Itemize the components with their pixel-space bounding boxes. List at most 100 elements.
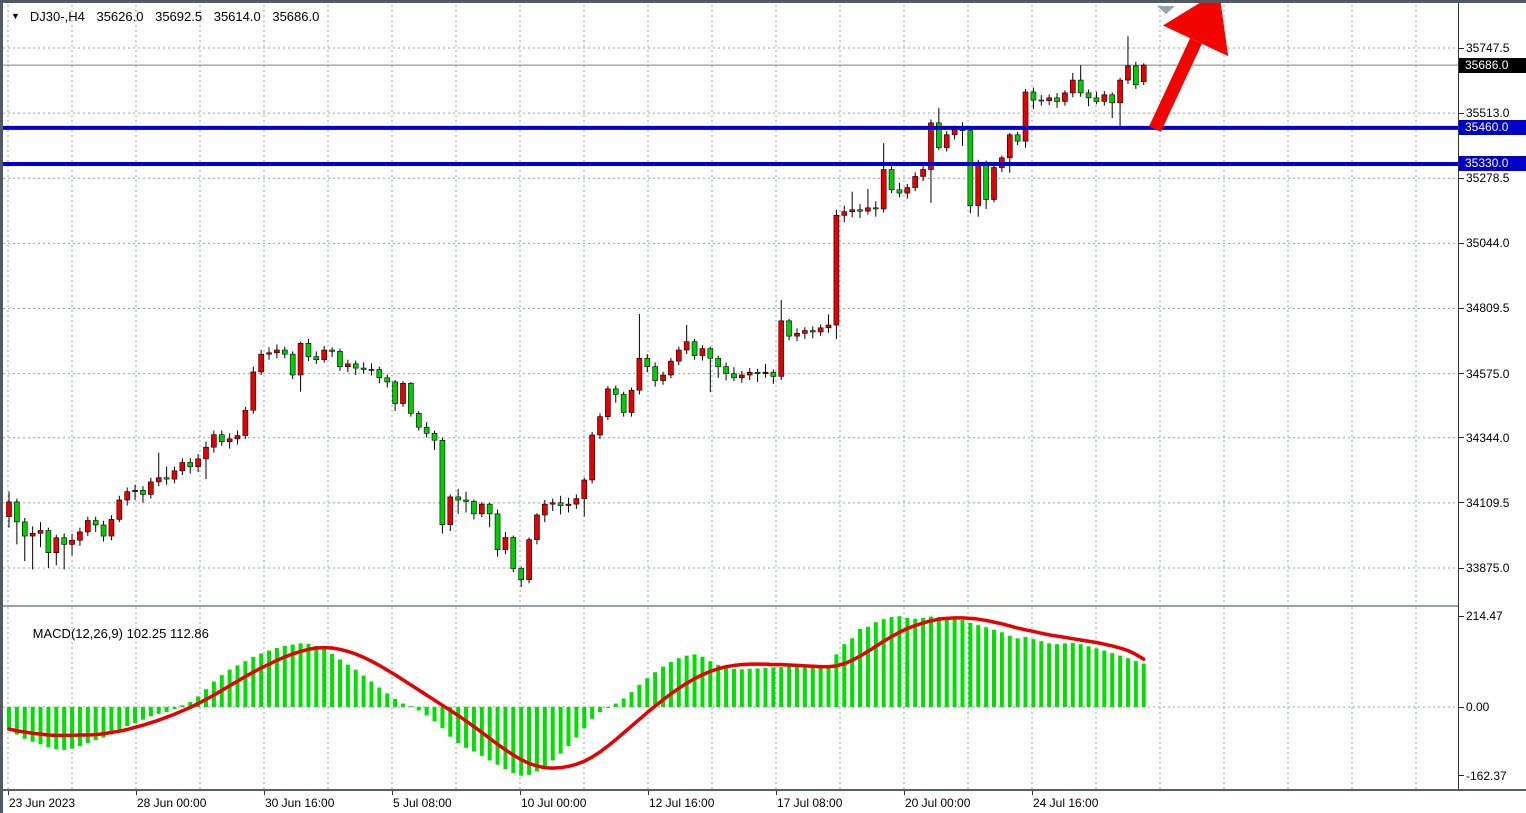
macd-histogram-bar [1023,636,1028,707]
bullish-candle [920,169,926,177]
macd-histogram-bar [653,672,658,707]
bearish-candle [14,501,20,523]
macd-panel[interactable]: MACD(12,26,9) 102.25 112.86 [3,605,1458,789]
price-tick-label: 34575.0 [1466,366,1510,381]
macd-histogram-bar [416,707,421,711]
macd-histogram-bar [7,707,11,731]
macd-histogram-bar [424,707,429,716]
time-tick-label: 12 Jul 16:00 [649,796,715,810]
macd-histogram-bar [700,656,705,707]
macd-histogram-bar [889,617,894,707]
time-tick-mark [392,791,393,795]
macd-histogram-bar [858,628,863,707]
ohlc-high: 35692.5 [155,9,203,24]
bearish-candle [384,377,391,383]
macd-histogram-bar [850,638,855,707]
bullish-candle [597,416,603,436]
time-tick-mark [776,791,777,795]
bullish-candle [400,383,406,404]
arrow-shaft [1149,38,1202,132]
macd-histogram-bar [976,625,981,707]
bullish-candle [345,363,351,367]
time-tick-label: 17 Jul 08:00 [777,796,843,810]
macd-histogram-bar [763,667,768,707]
time-axis[interactable]: 23 Jun 2023 28 Jun 00:00 30 Jun 16:00 5 Jul… [3,789,1526,813]
bearish-candle [486,503,493,515]
bullish-candle [242,409,249,436]
bearish-candle [1014,134,1021,142]
time-tick-label: 20 Jul 00:00 [905,796,971,810]
bullish-candle [211,434,217,448]
bearish-candle [896,189,903,194]
bearish-candle [1085,92,1092,99]
bearish-candle [100,524,107,537]
macd-histogram-bar [345,664,350,707]
macd-histogram-bar [747,668,752,707]
macd-histogram-bar [724,667,729,707]
bearish-candle [754,371,761,374]
level-price-tag: 35330.0 [1459,156,1526,172]
macd-histogram-bar [999,632,1004,707]
macd-histogram-bar [1007,635,1012,707]
price-axis[interactable]: 35747.5 35513.0 35278.5 35044.0 34809.5 34575… [1458,3,1526,789]
macd-histogram-bar [1031,639,1036,707]
macd-histogram-bar [1110,653,1115,707]
axis-tick-mark [1459,437,1464,439]
bullish-candle [37,530,44,534]
macd-histogram-bar [408,706,413,708]
bearish-candle [652,366,658,381]
bearish-candle [691,341,698,356]
price-tick-label: 35278.5 [1466,171,1510,186]
bullish-candle [1022,91,1029,142]
bearish-candle [715,358,722,367]
bullish-candle [226,438,233,442]
macd-histogram-bar [148,707,153,717]
axis-tick-mark [1459,502,1464,504]
macd-histogram-bar [267,650,272,707]
price-tick-label: 34809.5 [1466,301,1510,316]
macd-indicator-chart[interactable] [3,607,1458,789]
bearish-candle [644,358,651,367]
macd-histogram-bar [243,661,248,707]
chart-shift-marker-icon [1157,6,1175,14]
macd-histogram-bar [503,707,508,770]
macd-histogram-bar [156,707,161,714]
macd-histogram-bar [731,668,736,707]
macd-name: MACD(12,26,9) [32,626,123,641]
bullish-candle [29,532,36,537]
macd-histogram-bar [1062,643,1067,707]
price-tick-label: 35747.5 [1466,41,1510,55]
bearish-candle [1133,65,1139,86]
bullish-candle [817,327,824,333]
bearish-candle [1077,79,1084,94]
bearish-candle [376,369,383,379]
bullish-candle [478,503,485,515]
bullish-candle [668,360,674,376]
bearish-candle [415,413,422,428]
bullish-candle [203,446,209,460]
macd-histogram-bar [810,666,815,707]
macd-histogram-bar [1070,642,1075,707]
macd-histogram-bar [527,707,532,775]
bullish-candle [904,187,911,194]
bearish-candle [140,489,146,495]
macd-histogram-bar [818,665,823,707]
candlestick-chart[interactable] [3,3,1458,605]
bearish-candle [360,367,367,370]
macd-histogram-bar [676,658,681,707]
axis-tick-mark [1459,706,1464,708]
macd-histogram-bar [1125,658,1130,707]
symbol-dropdown-icon[interactable]: ▼ [11,11,20,21]
bearish-candle [352,363,359,369]
bullish-candle [132,489,138,492]
bearish-candle [723,366,729,374]
macd-histogram-bar [826,665,831,707]
macd-histogram-bar [70,707,75,749]
bearish-candle [494,513,501,550]
bullish-candle [6,501,12,517]
price-chart-area[interactable]: ▼ DJ30-,H4 35626.0 35692.5 35614.0 35686.… [3,3,1458,605]
time-tick-mark [1032,791,1033,795]
axis-tick-mark [1459,47,1464,49]
level-price-tag: 35460.0 [1459,120,1526,136]
bullish-candle [880,169,887,210]
